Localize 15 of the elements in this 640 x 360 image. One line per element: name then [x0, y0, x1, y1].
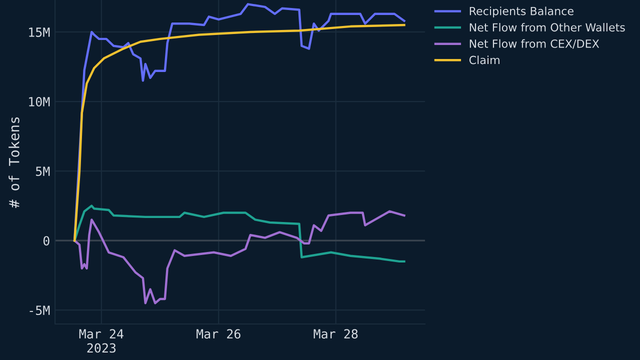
- line-series: [73, 210, 406, 304]
- x-tick-label: Mar 28: [314, 329, 358, 339]
- x-tick-label: Mar 26: [196, 329, 240, 339]
- legend-label: Net Flow from CEX/DEX: [470, 39, 600, 49]
- legend-label: Recipients Balance: [470, 6, 574, 18]
- legend-label: Claim: [469, 56, 500, 64]
- y-axis-title: # of Tokens: [8, 117, 20, 208]
- legend-label: Net Flow from Other Wallets: [470, 22, 625, 32]
- y-tick-label: 15M: [29, 28, 50, 37]
- y-tick-label: 0: [43, 236, 50, 246]
- x-tick-label: Mar 24 2023: [79, 329, 124, 353]
- y-tick-label: 10M: [29, 97, 50, 106]
- y-tick-label: 5M: [36, 166, 50, 176]
- line-series: [73, 204, 406, 263]
- y-tick-label: -5M: [30, 306, 50, 316]
